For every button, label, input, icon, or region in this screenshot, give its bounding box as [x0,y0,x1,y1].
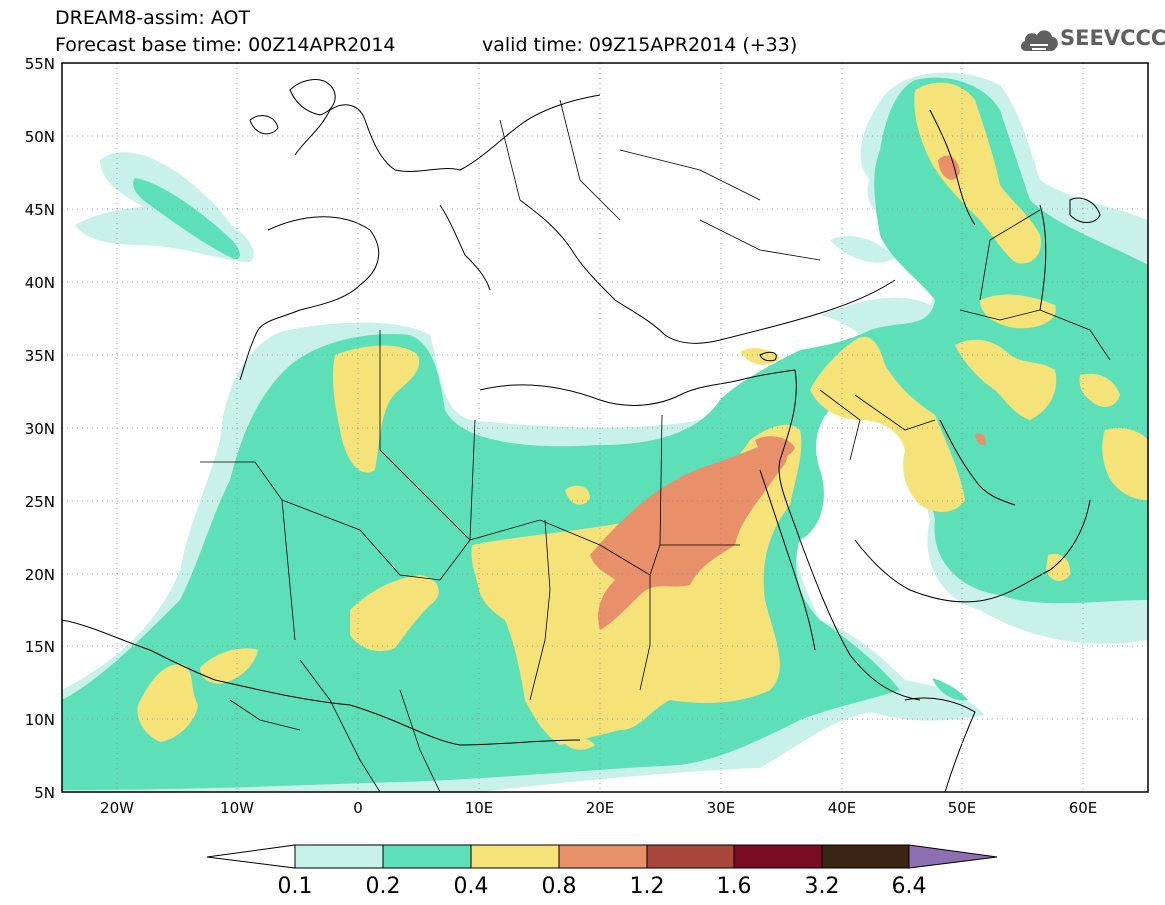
colorbar-label: 1.6 [717,874,752,899]
logo-text: SEEVCCC [1060,26,1165,50]
lat-label: 5N [34,784,55,802]
lon-label: 50E [948,799,977,817]
lon-label: 30E [707,799,736,817]
lat-label: 15N [25,638,55,656]
aot-band-0.8 [590,155,986,630]
lat-label: 50N [25,128,55,146]
lat-label: 40N [25,274,55,292]
forecast-base-time: Forecast base time: 00Z14APR2014 [55,34,396,56]
colorbar-label: 0.8 [542,874,577,899]
colorbar-arrow-left [206,844,296,869]
lat-label: 45N [25,201,55,219]
seevccc-logo-icon [1020,30,1058,51]
lat-label: 25N [25,493,55,511]
colorbar-label: 0.2 [366,874,401,899]
colorbar-label: 1.2 [630,874,665,899]
latitude-labels: 55N 50N 45N 40N 35N 30N 25N 20N 15N 10N … [25,55,55,802]
lon-label: 20E [586,799,615,817]
colorbar-label: 6.4 [892,874,927,899]
colorbar-segment [821,844,910,869]
chart-title: DREAM8-assim: AOT [55,7,251,29]
lon-label: 20W [100,799,134,817]
colorbar-arrow-right [908,844,998,869]
coastlines [62,79,1101,792]
colorbar [206,844,998,869]
colorbar-segment [558,844,648,869]
lat-label: 35N [25,347,55,365]
lon-label: 10W [220,799,254,817]
colorbar-segment [294,844,384,869]
lon-label: 10E [465,799,494,817]
political-borders [200,99,1111,792]
valid-time: valid time: 09Z15APR2014 (+33) [482,34,798,56]
lat-label: 55N [25,55,55,73]
colorbar-segment [733,844,823,869]
colorbar-segment [646,844,735,869]
colorbar-segment [470,844,560,869]
aot-field [62,72,1148,792]
graticule [62,63,1148,792]
lon-label: 40E [828,799,857,817]
colorbar-label: 0.4 [454,874,489,899]
colorbar-labels: 0.1 0.2 0.4 0.8 1.2 1.6 3.2 6.4 [278,874,927,899]
aot-band-0.2 [62,77,1148,790]
longitude-labels: 20W 10W 0 10E 20E 30E 40E 50E 60E [100,799,1097,817]
colorbar-label: 3.2 [805,874,840,899]
lat-label: 30N [25,420,55,438]
lon-label: 60E [1069,799,1098,817]
lat-label: 20N [25,566,55,584]
lon-label: 0 [353,799,363,817]
map-frame [61,62,1149,793]
lat-label: 10N [25,711,55,729]
colorbar-label: 0.1 [278,874,313,899]
colorbar-segment [382,844,472,869]
